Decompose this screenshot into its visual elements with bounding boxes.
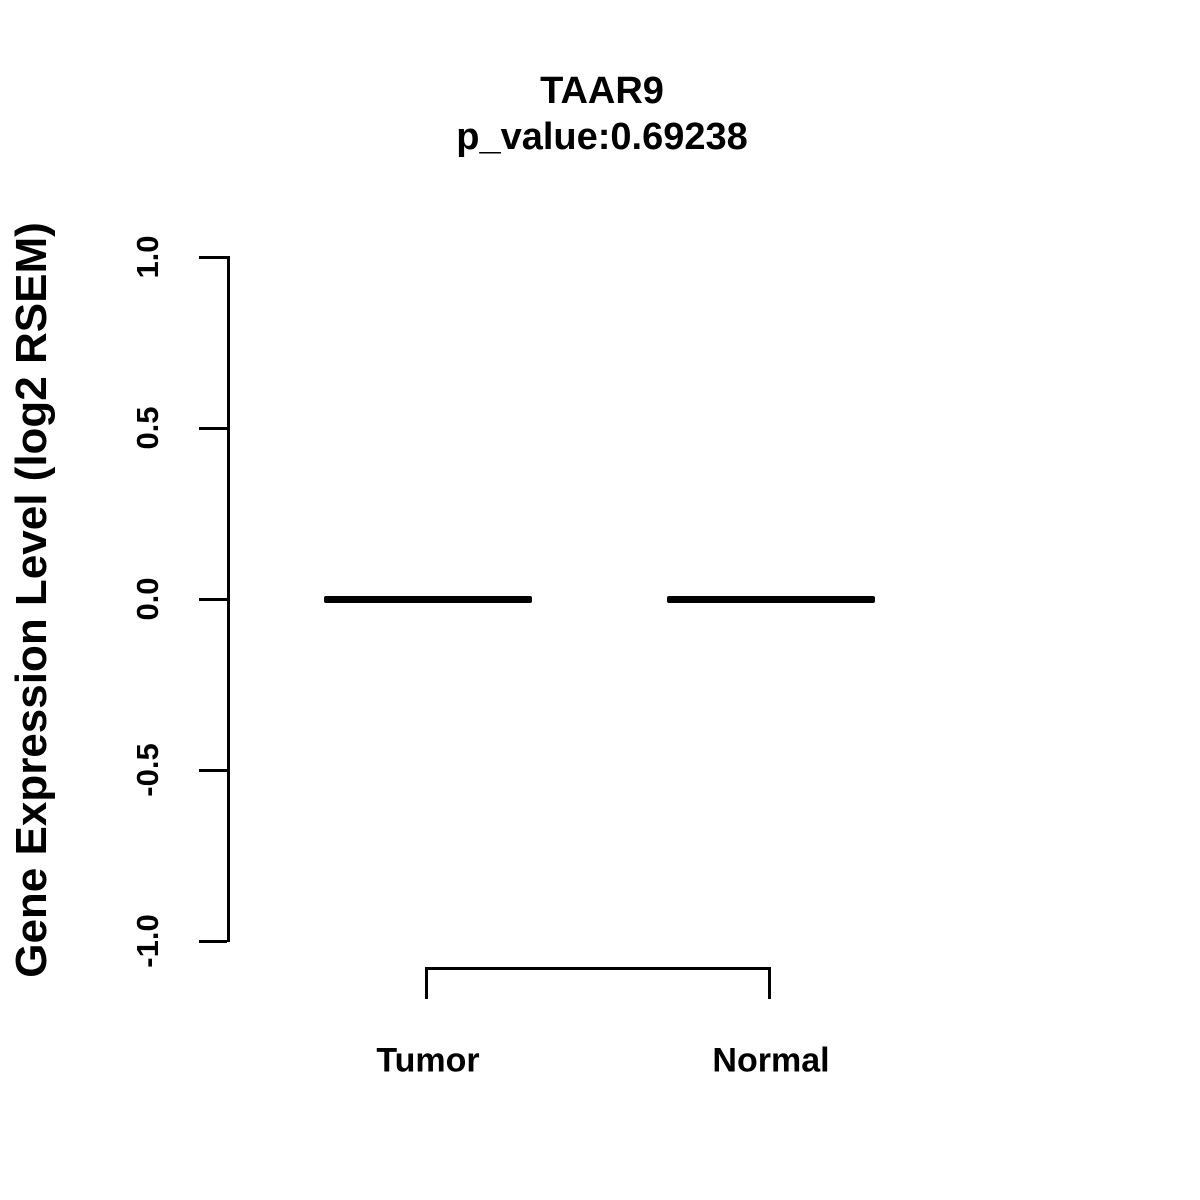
y-axis-tick-label: 0.5 (130, 406, 165, 450)
boxplot-median-tumor (324, 595, 532, 603)
chart-title: TAAR9 p_value:0.69238 (0, 68, 1200, 160)
y-axis-tick (199, 426, 227, 430)
y-axis-tick-label: -0.5 (130, 743, 165, 797)
x-axis-label-normal: Normal (712, 1041, 830, 1080)
boxplot-median-normal (667, 595, 875, 603)
x-axis-label-tumor: Tumor (376, 1041, 480, 1080)
chart-title-pvalue: p_value:0.69238 (456, 116, 748, 158)
y-axis-label: Gene Expression Level (log2 RSEM) (7, 222, 56, 978)
y-axis-tick (199, 768, 227, 772)
y-axis-tick (199, 255, 227, 259)
y-axis-line (227, 256, 230, 942)
chart-title-gene: TAAR9 (540, 70, 664, 112)
comparison-bracket-left (425, 967, 428, 999)
y-axis-tick (199, 939, 227, 943)
y-axis-tick-label: 0.0 (130, 577, 165, 621)
comparison-bracket-right (768, 967, 771, 999)
y-axis-tick (199, 597, 227, 601)
y-axis-tick-label: 1.0 (130, 235, 165, 279)
comparison-bracket-top (425, 967, 771, 970)
y-axis-tick-label: -1.0 (130, 914, 165, 968)
